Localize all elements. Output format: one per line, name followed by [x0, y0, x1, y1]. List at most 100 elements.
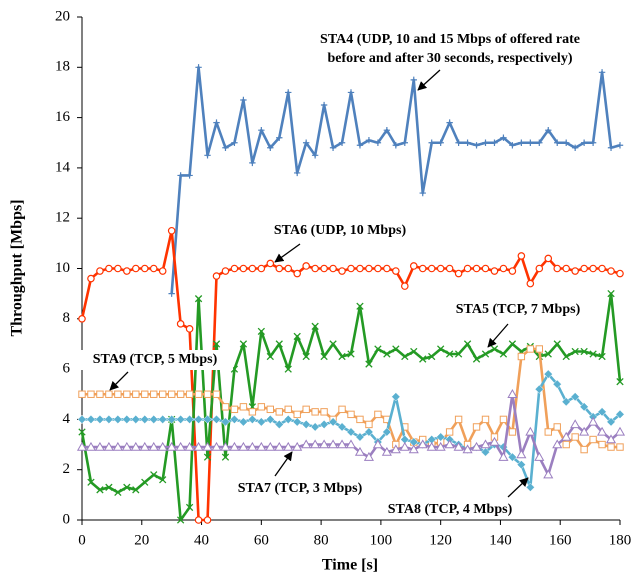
- y-tick-label: 12: [55, 210, 70, 226]
- marker: [347, 264, 355, 273]
- marker: [123, 390, 131, 398]
- marker: [320, 264, 328, 273]
- marker: [185, 503, 194, 512]
- marker: [508, 340, 517, 348]
- marker: [508, 267, 517, 275]
- marker: [283, 441, 294, 451]
- marker: [365, 137, 373, 144]
- marker: [319, 419, 329, 429]
- marker: [239, 403, 248, 411]
- marker: [302, 352, 310, 361]
- marker: [509, 142, 516, 149]
- marker: [534, 384, 544, 394]
- marker: [605, 434, 617, 444]
- marker: [150, 390, 158, 398]
- marker: [463, 340, 472, 348]
- marker: [105, 264, 113, 273]
- marker: [607, 289, 615, 298]
- marker: [112, 441, 123, 451]
- marker: [166, 441, 177, 451]
- marker: [186, 172, 193, 179]
- marker: [258, 126, 265, 134]
- marker: [167, 390, 176, 398]
- marker: [518, 139, 525, 146]
- marker: [589, 139, 597, 146]
- marker: [274, 419, 284, 429]
- marker: [265, 414, 275, 424]
- marker: [428, 139, 435, 146]
- marker: [94, 441, 105, 451]
- marker: [417, 439, 428, 449]
- marker: [85, 441, 97, 451]
- marker: [356, 264, 364, 273]
- marker: [455, 139, 462, 146]
- marker: [311, 264, 319, 273]
- marker: [365, 360, 373, 368]
- marker: [571, 267, 579, 275]
- marker: [615, 409, 625, 419]
- marker: [616, 443, 624, 451]
- marker: [284, 405, 292, 414]
- marker: [114, 264, 122, 273]
- marker: [175, 441, 186, 451]
- marker: [310, 439, 321, 449]
- marker: [571, 144, 579, 151]
- marker: [534, 451, 545, 461]
- marker: [249, 159, 256, 167]
- marker: [78, 314, 86, 323]
- marker: [517, 352, 526, 361]
- marker: [436, 264, 445, 273]
- marker: [598, 69, 606, 76]
- marker: [356, 302, 364, 310]
- marker: [240, 96, 247, 104]
- marker: [140, 264, 149, 273]
- x-tick-label: 160: [549, 532, 572, 548]
- x-tick-label: 120: [429, 532, 452, 548]
- marker: [159, 390, 167, 398]
- marker: [392, 267, 400, 275]
- marker: [275, 408, 283, 416]
- marker: [544, 254, 553, 263]
- marker: [390, 444, 401, 454]
- marker: [87, 478, 95, 486]
- marker: [159, 476, 167, 484]
- marker: [499, 264, 508, 273]
- annotation: STA5 (TCP, 7 Mbps): [456, 302, 581, 317]
- marker: [571, 433, 579, 441]
- marker: [597, 407, 607, 417]
- y-tick-label: 2: [63, 461, 71, 477]
- marker: [544, 350, 552, 358]
- marker: [194, 516, 203, 524]
- marker: [543, 369, 553, 379]
- marker: [95, 414, 105, 424]
- annotation-arrow: [274, 451, 293, 477]
- marker: [176, 320, 185, 328]
- marker: [472, 264, 481, 273]
- marker: [490, 267, 499, 275]
- marker: [185, 325, 194, 333]
- marker: [292, 441, 303, 451]
- marker: [543, 469, 554, 479]
- marker: [329, 144, 337, 151]
- marker: [563, 139, 570, 146]
- marker: [535, 345, 543, 353]
- marker: [231, 139, 238, 146]
- marker: [363, 451, 374, 461]
- marker: [328, 417, 338, 427]
- annotation-arrow: [417, 69, 441, 91]
- marker: [176, 390, 185, 398]
- marker: [462, 444, 473, 454]
- marker: [96, 390, 104, 398]
- marker: [141, 390, 149, 398]
- marker: [319, 439, 330, 449]
- marker: [185, 390, 194, 398]
- annotation-arrow: [109, 371, 129, 391]
- marker: [553, 423, 561, 431]
- series: [168, 64, 624, 297]
- marker: [553, 264, 562, 273]
- annotation: STA6 (UDP, 10 Mbps): [274, 223, 407, 238]
- marker: [589, 264, 597, 273]
- marker: [284, 264, 293, 273]
- marker: [473, 142, 480, 149]
- marker: [372, 439, 383, 449]
